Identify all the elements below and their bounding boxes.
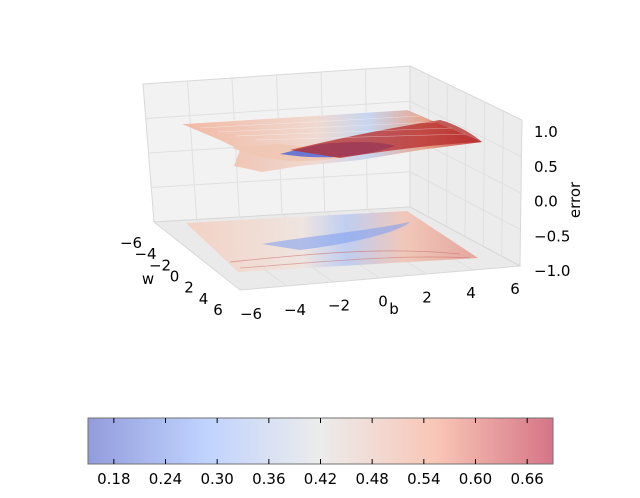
y-tick-label: −4 bbox=[284, 301, 306, 319]
x-tick-label: −6 bbox=[120, 234, 142, 252]
colorbar-ticks: 0.18 0.24 0.30 0.36 0.42 0.48 0.54 0.60 0.66 bbox=[97, 418, 544, 488]
colorbar-tick-label: 0.60 bbox=[459, 470, 492, 488]
x-tick-label: 6 bbox=[213, 301, 223, 319]
y-tick-label: −2 bbox=[328, 297, 350, 315]
surface-warm-ridge bbox=[290, 120, 482, 158]
y-tick-label: 4 bbox=[466, 284, 476, 302]
x-tick-label: −2 bbox=[149, 256, 171, 274]
y-tick-labels: −6 −4 −2 0 2 4 6 bbox=[240, 280, 520, 323]
y-axis-label: b bbox=[389, 300, 399, 318]
x-tick-label: 0 bbox=[170, 268, 180, 286]
z-tick-label: −1.0 bbox=[534, 262, 570, 280]
z-tick-labels: −1.0 −0.5 0.0 0.5 1.0 bbox=[534, 123, 570, 280]
colorbar-tick-label: 0.48 bbox=[355, 470, 388, 488]
grid-line bbox=[409, 100, 522, 157]
colorbar-tick-label: 0.36 bbox=[252, 470, 285, 488]
x-tick-label: 2 bbox=[184, 279, 194, 297]
floor-contour-b bbox=[239, 256, 471, 269]
z-tick-label: −0.5 bbox=[534, 227, 570, 245]
x-tick-label: 4 bbox=[199, 290, 209, 308]
y-tick-label: 0 bbox=[378, 293, 388, 311]
z-tick-label: 0.5 bbox=[534, 158, 558, 176]
colorbar-tick-label: 0.54 bbox=[407, 470, 440, 488]
x-tick-label: −4 bbox=[134, 245, 156, 263]
z-axis-label: error bbox=[566, 181, 584, 218]
floor-contour-a bbox=[229, 250, 461, 263]
colorbar-tick-label: 0.42 bbox=[304, 470, 337, 488]
grid-line bbox=[151, 171, 411, 188]
colorbar-tick-label: 0.30 bbox=[200, 470, 233, 488]
floor-projection bbox=[186, 211, 478, 272]
x-axis-label: w bbox=[142, 270, 154, 288]
colorbar: 0.18 0.24 0.30 0.36 0.42 0.48 0.54 0.60 0.66 bbox=[87, 417, 554, 488]
z-tick-label: 0.0 bbox=[534, 193, 558, 211]
colorbar-tick-label: 0.18 bbox=[97, 470, 130, 488]
y-tick-label: 2 bbox=[422, 288, 432, 306]
colorbar-fill bbox=[87, 417, 554, 465]
grid-line bbox=[145, 100, 411, 119]
surface-mesh bbox=[181, 109, 467, 141]
z-tick-label: 1.0 bbox=[534, 123, 558, 141]
colorbar-tick-label: 0.66 bbox=[510, 470, 543, 488]
y-tick-label: 6 bbox=[510, 280, 520, 298]
grid-line bbox=[409, 171, 521, 230]
y-tick-label: −6 bbox=[240, 305, 262, 323]
floor-cool-band bbox=[262, 222, 410, 250]
error-surface bbox=[181, 109, 482, 172]
colorbar-tick-label: 0.24 bbox=[149, 470, 182, 488]
